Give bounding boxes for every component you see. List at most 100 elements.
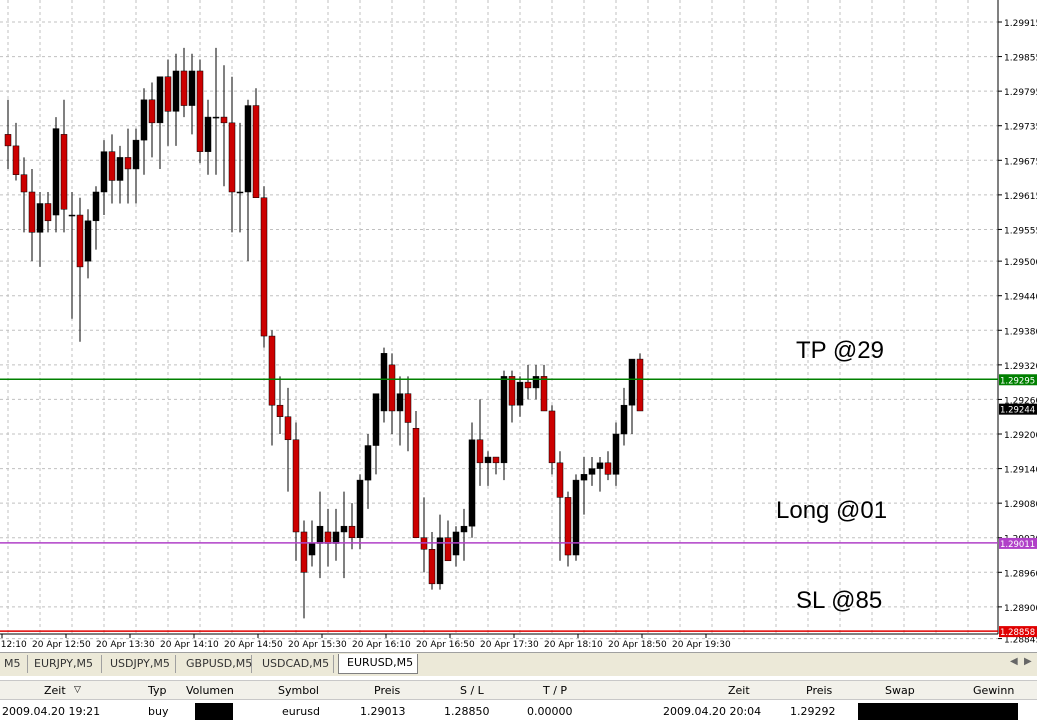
- chart-canvas: 1.29915 1.29855 1.29795 1.29735 1.29675 1.296…: [0, 0, 1037, 650]
- scroll-right-icon[interactable]: ▶: [1024, 656, 1032, 667]
- current-price-tag: [999, 403, 1037, 415]
- candle-bull: [92, 191, 100, 222]
- time-label: 20 Apr 13:30: [96, 640, 155, 650]
- tp-line-price: 1.29295: [1000, 376, 1035, 386]
- candle-bull: [236, 191, 244, 194]
- col-symbol[interactable]: Symbol: [278, 684, 319, 697]
- candle-bear: [108, 151, 116, 181]
- col-preis[interactable]: Preis: [374, 684, 401, 697]
- candle-bear: [20, 174, 28, 193]
- price-chart[interactable]: 1.29915 1.29855 1.29795 1.29735 1.29675 1.296…: [0, 0, 1037, 652]
- scroll-left-icon[interactable]: ◀: [1010, 656, 1018, 667]
- time-label: 20 Apr 17:30: [480, 640, 539, 650]
- cell-symbol: eurusd: [282, 705, 320, 718]
- col-tp[interactable]: T / P: [543, 684, 568, 697]
- candle-bear: [476, 439, 484, 464]
- sort-icon[interactable]: ▽: [74, 685, 81, 695]
- cell-preis: 1.29013: [360, 705, 406, 718]
- candle-bear: [540, 376, 548, 412]
- candle-bull: [364, 445, 372, 481]
- candle-bull: [132, 139, 140, 170]
- cell-preis-close: 1.29292: [790, 705, 836, 718]
- cell-tp: 0.00000: [527, 705, 573, 718]
- sl-label: SL @85: [796, 587, 882, 614]
- candle-bear: [300, 531, 308, 573]
- candle-bull: [140, 99, 148, 141]
- candle-bull: [316, 525, 324, 544]
- candle-bear: [148, 99, 156, 124]
- candle-bear: [348, 525, 356, 538]
- price-label: 1.29915: [1004, 19, 1037, 29]
- price-label: 1.29080: [1004, 500, 1037, 510]
- candle-bear: [252, 105, 260, 199]
- candle-bear: [444, 537, 452, 562]
- candle-bull: [188, 70, 196, 106]
- col-volumen[interactable]: Volumen: [186, 684, 234, 697]
- col-zeit-close[interactable]: Zeit: [728, 684, 750, 697]
- col-gewinn[interactable]: Gewinn: [973, 684, 1015, 697]
- table-row[interactable]: 2009.04.20 19:21 buy eurusd 1.29013 1.28…: [0, 701, 1037, 722]
- candle-bull: [628, 358, 636, 406]
- candle-bear: [428, 549, 436, 585]
- price-label: 1.29555: [1004, 226, 1037, 236]
- candle-bear: [508, 376, 516, 406]
- candle-bull: [516, 381, 524, 406]
- candle-bull: [468, 439, 476, 527]
- candle-bear: [220, 116, 228, 124]
- candle-bear: [268, 335, 276, 406]
- price-label: 1.29260: [1004, 396, 1037, 406]
- candle-bear: [492, 456, 500, 464]
- candle-bear: [12, 145, 20, 175]
- candle-bear: [4, 134, 12, 147]
- price-label: 1.29615: [1004, 192, 1037, 202]
- candle-bull: [340, 525, 348, 533]
- candle-bear: [292, 439, 300, 533]
- candle-bull: [156, 76, 164, 124]
- cell-volumen-redacted: [195, 703, 233, 720]
- time-label: 20 Apr 15:30: [288, 640, 347, 650]
- price-label: 1.29795: [1004, 88, 1037, 98]
- tab-usdcad[interactable]: USDCAD,M5: [258, 655, 334, 673]
- tab-m5[interactable]: M5: [0, 655, 28, 673]
- candle-bull: [332, 531, 340, 544]
- col-swap[interactable]: Swap: [885, 684, 915, 697]
- candle-bull: [572, 479, 580, 556]
- tab-gbpusd[interactable]: GBPUSD,M5: [182, 655, 252, 673]
- candle-bull: [620, 404, 628, 435]
- candle-bear: [404, 393, 412, 423]
- candle-bear: [412, 427, 420, 538]
- candle-bear: [164, 76, 172, 112]
- candle-bull: [596, 462, 604, 469]
- col-zeit[interactable]: Zeit: [44, 684, 66, 697]
- time-label: 20 Apr 14:10: [160, 640, 219, 650]
- long-line-price: 1.29011: [1000, 540, 1035, 550]
- col-preis-close[interactable]: Preis: [806, 684, 833, 697]
- candle-bear: [76, 214, 84, 268]
- candle-bull: [116, 157, 124, 181]
- col-sl[interactable]: S / L: [460, 684, 484, 697]
- price-label: 1.29735: [1004, 123, 1037, 133]
- long-label: Long @01: [776, 497, 887, 524]
- candle-bull: [436, 537, 444, 585]
- candle-bear: [388, 364, 396, 412]
- tab-eurusd[interactable]: EURUSD,M5: [338, 654, 418, 674]
- candle-bull: [380, 353, 388, 412]
- candle-bull: [84, 220, 92, 262]
- candle-bull: [244, 105, 252, 193]
- candle-bull: [356, 479, 364, 538]
- price-label: 1.29855: [1004, 54, 1037, 64]
- time-label: 20 Apr 18:50: [608, 640, 667, 650]
- candle-bull: [100, 151, 108, 193]
- candle-bull: [460, 525, 468, 533]
- col-typ[interactable]: Typ: [148, 684, 167, 697]
- candle-bear: [556, 462, 564, 498]
- cell-zeit-close: 2009.04.20 20:04: [663, 705, 762, 718]
- candle-bear: [124, 157, 132, 170]
- candle-bull: [396, 393, 404, 412]
- tp-label: TP @29: [796, 337, 884, 364]
- candle-bull: [580, 474, 588, 481]
- tab-usdjpy[interactable]: USDJPY,M5: [106, 655, 176, 673]
- candle-bull: [52, 128, 60, 216]
- candle-bear: [260, 197, 268, 337]
- tab-eurjpy[interactable]: EURJPY,M5: [30, 655, 102, 673]
